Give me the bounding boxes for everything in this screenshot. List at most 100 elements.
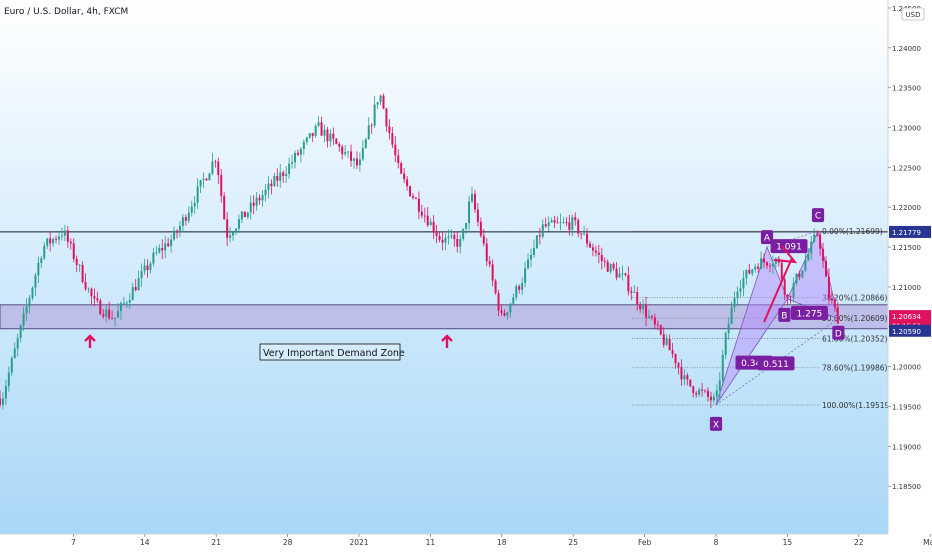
candle-body: [721, 354, 724, 381]
candle-body: [789, 296, 792, 298]
candle-body: [485, 243, 488, 262]
demand-zone-label-text: Very Important Demand Zone: [263, 348, 405, 359]
candle-body: [739, 288, 742, 292]
demand-zone-label-box: [259, 343, 401, 361]
candle-body: [662, 334, 665, 345]
candle-body: [550, 220, 553, 223]
candle-body: [571, 217, 574, 230]
candle-body: [161, 247, 164, 251]
candle-body: [594, 250, 597, 253]
candle-body: [167, 243, 170, 247]
currency-box-label: USD: [906, 11, 921, 19]
candle-body: [69, 241, 72, 244]
candle-body: [804, 260, 807, 271]
candle-body: [659, 325, 662, 335]
candle-body: [488, 261, 491, 265]
candle-body: [158, 247, 161, 253]
candle-body: [580, 233, 583, 235]
candle-body: [432, 221, 435, 233]
demand-zone-label: Very Important Demand Zone: [259, 343, 405, 361]
candle-body: [414, 197, 417, 199]
candle-body: [583, 233, 586, 235]
candle-body: [226, 219, 229, 238]
candle-body: [273, 175, 276, 187]
ab-ratio-label: 1.091: [770, 239, 808, 254]
candle-body: [541, 224, 544, 237]
point-a-label-bg: [760, 230, 774, 245]
y-tick-label: 1.22500: [892, 164, 921, 172]
y-tick-label: 1.19000: [892, 443, 921, 451]
candle-body: [606, 261, 609, 272]
xb-ratio-label: 0.511: [757, 356, 795, 371]
candle-body: [795, 273, 798, 284]
candle-body: [252, 202, 255, 206]
point-c-label-text: C: [815, 212, 821, 222]
candle-body: [229, 235, 232, 238]
candle-body: [771, 263, 774, 267]
candle-body: [361, 147, 364, 160]
candle-body: [117, 311, 119, 318]
candle-body: [350, 151, 353, 161]
candle-body: [760, 258, 763, 269]
candle-body: [695, 392, 698, 395]
candle-body: [146, 265, 149, 270]
candle-body: [149, 263, 152, 270]
candle-body: [497, 292, 500, 311]
candle-body: [715, 390, 718, 397]
candle-body: [87, 288, 90, 290]
candle-body: [612, 264, 615, 269]
candle-body: [208, 173, 211, 181]
candle-body: [645, 305, 648, 318]
candle-body: [444, 237, 447, 243]
bc-ratio-label-bg: [790, 305, 828, 320]
candle-body: [305, 137, 308, 143]
candle-body: [559, 222, 562, 223]
x-tick-label: 28: [283, 538, 293, 547]
candle-body: [232, 232, 235, 236]
price-tag-resistance-bg: [889, 225, 931, 238]
x-tick-label: 25: [568, 538, 578, 547]
price-tag-resistance-text: 1.21779: [892, 229, 921, 237]
candle-body: [114, 317, 117, 319]
candle-body: [798, 273, 801, 278]
candle-body: [420, 211, 423, 216]
point-x-label: X: [709, 416, 723, 431]
candle-body: [503, 312, 506, 316]
candle-body: [43, 245, 46, 259]
candle-body: [329, 133, 332, 142]
candle-body: [530, 255, 532, 260]
x-tick-label: 2021: [349, 538, 368, 547]
candle-body: [63, 230, 66, 236]
candle-body: [456, 239, 459, 247]
candle-body: [72, 243, 75, 260]
candle-body: [347, 151, 350, 153]
candle-body: [187, 212, 190, 221]
y-tick-label: 1.18500: [892, 483, 921, 491]
candle-body: [780, 262, 783, 280]
candle-body: [28, 298, 31, 307]
candle-body: [704, 390, 707, 392]
y-tick-label: 1.24000: [892, 45, 921, 53]
price-tag-level: 1.20590: [889, 324, 931, 337]
candle-body: [423, 215, 426, 217]
candle-body: [553, 220, 556, 223]
candle-body: [636, 292, 639, 305]
candle-body: [586, 233, 589, 244]
x-tick-label: 11: [426, 538, 436, 547]
candle-body: [810, 241, 813, 254]
candle-body: [102, 314, 105, 317]
candle-body: [96, 298, 99, 301]
candle-body: [258, 197, 261, 201]
candle-body: [603, 260, 606, 262]
ab-ratio-label-text: 1.091: [776, 243, 802, 253]
x-tick-label: 18: [497, 538, 507, 547]
candle-body: [84, 281, 87, 289]
currency-box-bg: [901, 7, 925, 21]
candle-body: [707, 390, 709, 397]
candle-body: [774, 258, 777, 264]
candle-body: [202, 178, 205, 181]
candle-body: [500, 310, 503, 313]
candle-body: [196, 186, 199, 203]
x-tick-label: 14: [140, 538, 150, 547]
